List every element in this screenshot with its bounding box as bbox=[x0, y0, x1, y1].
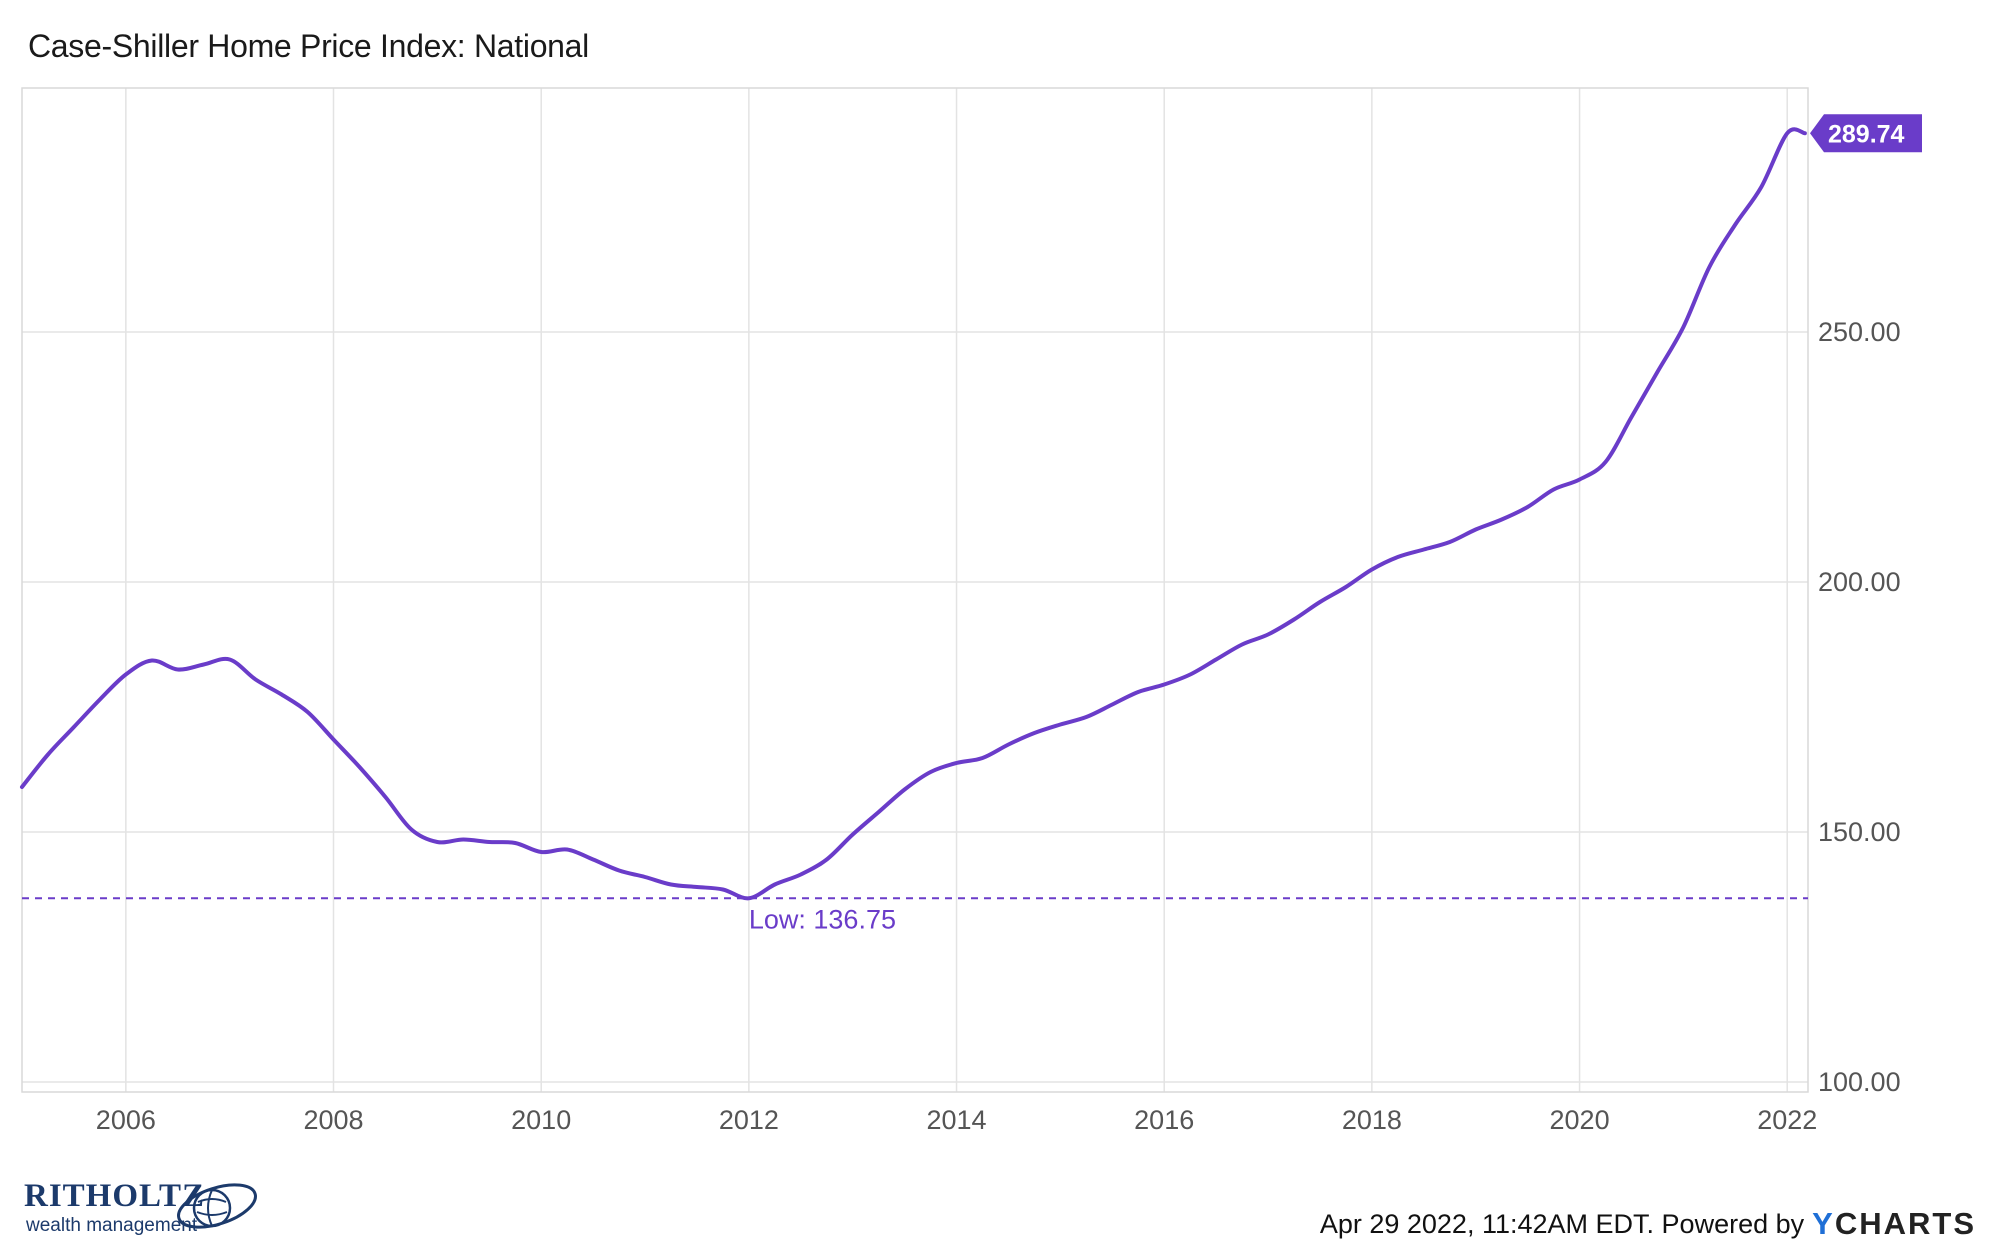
ycharts-logo[interactable]: YCHARTS bbox=[1812, 1206, 1976, 1242]
x-tick-label: 2016 bbox=[1134, 1105, 1194, 1135]
x-tick-label: 2008 bbox=[303, 1105, 363, 1135]
x-tick-label: 2018 bbox=[1342, 1105, 1402, 1135]
footer-timestamp: Apr 29 2022, 11:42AM EDT. bbox=[1319, 1208, 1655, 1239]
x-tick-label: 2012 bbox=[719, 1105, 779, 1135]
x-axis-ticks: 2006 2008 2010 2012 2014 2016 2018 2020 2022 bbox=[96, 1105, 1817, 1135]
y-tick-label: 100.00 bbox=[1818, 1067, 1901, 1097]
x-tick-label: 2020 bbox=[1550, 1105, 1610, 1135]
last-value-label: 289.74 bbox=[1828, 120, 1905, 148]
ritholtz-logo: RITHOLTZ wealth management bbox=[24, 1178, 257, 1238]
y-tick-label: 250.00 bbox=[1818, 317, 1901, 347]
x-tick-label: 2010 bbox=[511, 1105, 571, 1135]
low-marker: Low: 136.75 bbox=[22, 897, 1808, 934]
last-value-badge: 289.74 bbox=[1810, 114, 1922, 153]
x-tick-label: 2014 bbox=[926, 1105, 986, 1135]
footer-powered-by: Powered by bbox=[1661, 1208, 1805, 1239]
low-label: Low: 136.75 bbox=[749, 904, 896, 934]
ycharts-logo-y: Y bbox=[1812, 1206, 1835, 1241]
ycharts-logo-text: CHARTS bbox=[1834, 1206, 1976, 1241]
x-tick-label: 2022 bbox=[1757, 1105, 1817, 1135]
y-axis-ticks: 100.00 150.00 200.00 250.00 bbox=[1818, 317, 1901, 1097]
series-line bbox=[20, 127, 1807, 901]
plot-frame bbox=[21, 87, 1809, 1093]
y-tick-label: 150.00 bbox=[1818, 817, 1901, 847]
globe-emblem-icon bbox=[177, 1183, 257, 1229]
logo-subtitle: wealth management bbox=[26, 1215, 198, 1236]
last-value-badge-shape bbox=[1810, 114, 1922, 153]
chart-footer: Apr 29 2022, 11:42AM EDT. Powered by YCH… bbox=[1320, 1206, 1976, 1242]
logo-name: RITHOLTZ bbox=[24, 1178, 206, 1214]
chart-title: Case-Shiller Home Price Index: National bbox=[28, 28, 589, 64]
grid-lines bbox=[22, 88, 1808, 1092]
x-tick-label: 2006 bbox=[96, 1105, 156, 1135]
y-tick-label: 200.00 bbox=[1818, 567, 1901, 597]
